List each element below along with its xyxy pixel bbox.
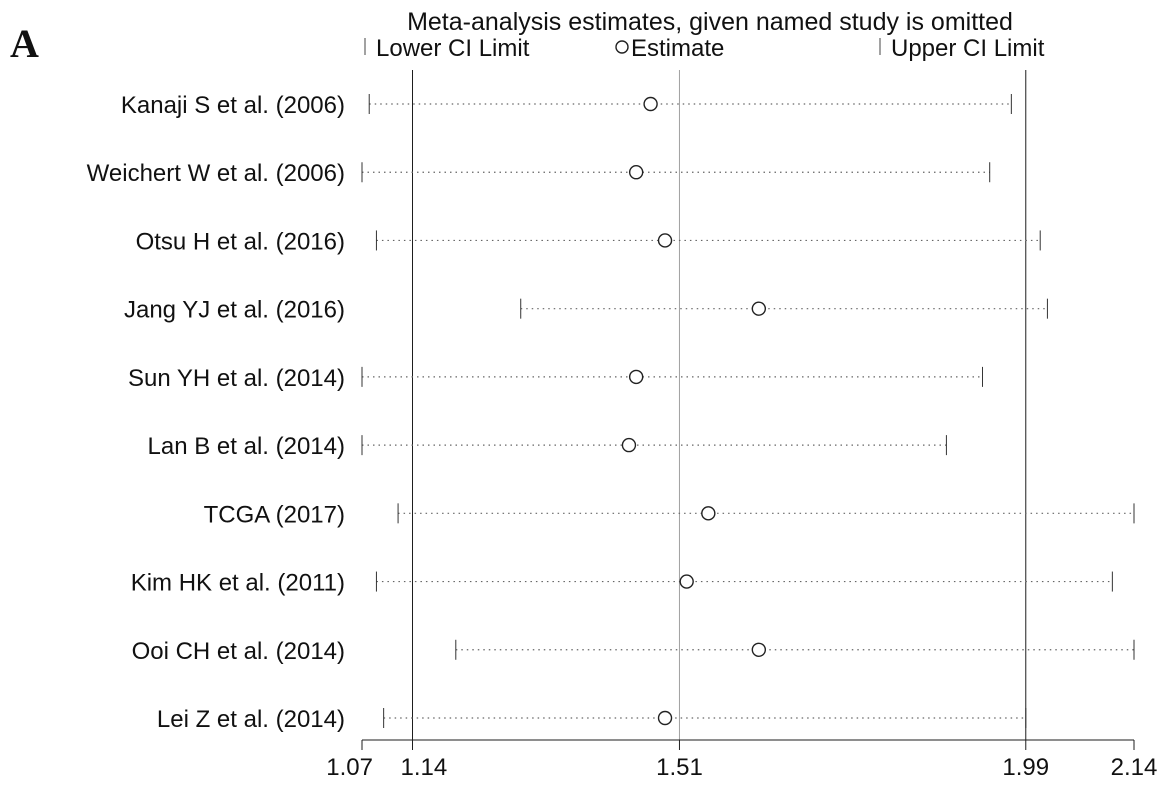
study-label: Weichert W et al. (2006)	[87, 160, 345, 187]
study-row-otsu-h-et-al-2016: Otsu H et al. (2016)	[136, 228, 1041, 255]
legend-marker-estimate	[615, 40, 629, 54]
estimate-marker	[751, 301, 767, 316]
study-label: Kanaji S et al. (2006)	[121, 92, 345, 119]
study-row-lei-z-et-al-2014: Lei Z et al. (2014)	[157, 706, 1027, 733]
study-row-tcga-2017: TCGA (2017)	[204, 501, 1135, 528]
estimate-marker	[701, 506, 716, 521]
estimate-marker	[621, 437, 637, 453]
study-label: Kim HK et al. (2011)	[131, 570, 345, 597]
study-row-weichert-w-et-al-2006: Weichert W et al. (2006)	[87, 160, 991, 187]
estimate-marker	[643, 96, 658, 112]
estimate-marker	[657, 233, 673, 248]
x-tick-label: 2.14	[1111, 754, 1158, 781]
study-row-jang-yj-et-al-2016: Jang YJ et al. (2016)	[124, 297, 1048, 324]
x-tick-label: 1.07	[326, 754, 373, 781]
estimate-marker	[628, 369, 644, 385]
x-tick-label: 1.99	[1002, 754, 1049, 781]
study-label: Lan B et al. (2014)	[148, 433, 345, 460]
study-row-kim-hk-et-al-2011: Kim HK et al. (2011)	[131, 570, 1113, 597]
study-rows: Kanaji S et al. (2006) Weichert W et al. …	[87, 92, 1135, 733]
chart-title: Meta-analysis estimates, given named stu…	[407, 8, 1013, 36]
study-row-sun-yh-et-al-2014: Sun YH et al. (2014)	[128, 365, 983, 392]
study-row-kanaji-s-et-al-2006: Kanaji S et al. (2006)	[121, 92, 1012, 119]
legend-item-estimate: Estimate	[615, 35, 724, 62]
study-label: Sun YH et al. (2014)	[128, 365, 345, 392]
legend-item-lower-ci-limit: Lower CI Limit	[364, 35, 530, 62]
estimate-marker	[657, 710, 673, 726]
legend-label: Lower CI Limit	[376, 35, 530, 62]
x-tick-label: 1.14	[401, 754, 448, 781]
estimate-marker	[679, 574, 694, 589]
reference-lines	[412, 70, 1027, 740]
study-row-lan-b-et-al-2014: Lan B et al. (2014)	[148, 433, 947, 460]
estimate-marker	[751, 642, 767, 657]
study-label: Jang YJ et al. (2016)	[124, 297, 345, 324]
legend-label: Upper CI Limit	[891, 35, 1045, 62]
study-label: TCGA (2017)	[204, 501, 345, 528]
study-label: Otsu H et al. (2016)	[136, 228, 345, 255]
study-label: Lei Z et al. (2014)	[157, 706, 345, 733]
legend: Lower CI Limit Estimate Upper CI Limit	[364, 35, 1045, 62]
x-axis: 1.07 1.14 1.51 1.99 2.14	[326, 739, 1158, 781]
x-tick-label: 1.51	[656, 754, 703, 781]
estimate-marker	[628, 165, 644, 180]
study-row-ooi-ch-et-al-2014: Ooi CH et al. (2014)	[132, 638, 1135, 665]
legend-item-upper-ci-limit: Upper CI Limit	[879, 35, 1045, 62]
panel-letter: A	[10, 21, 39, 66]
study-label: Ooi CH et al. (2014)	[132, 638, 345, 665]
legend-label: Estimate	[631, 35, 724, 62]
